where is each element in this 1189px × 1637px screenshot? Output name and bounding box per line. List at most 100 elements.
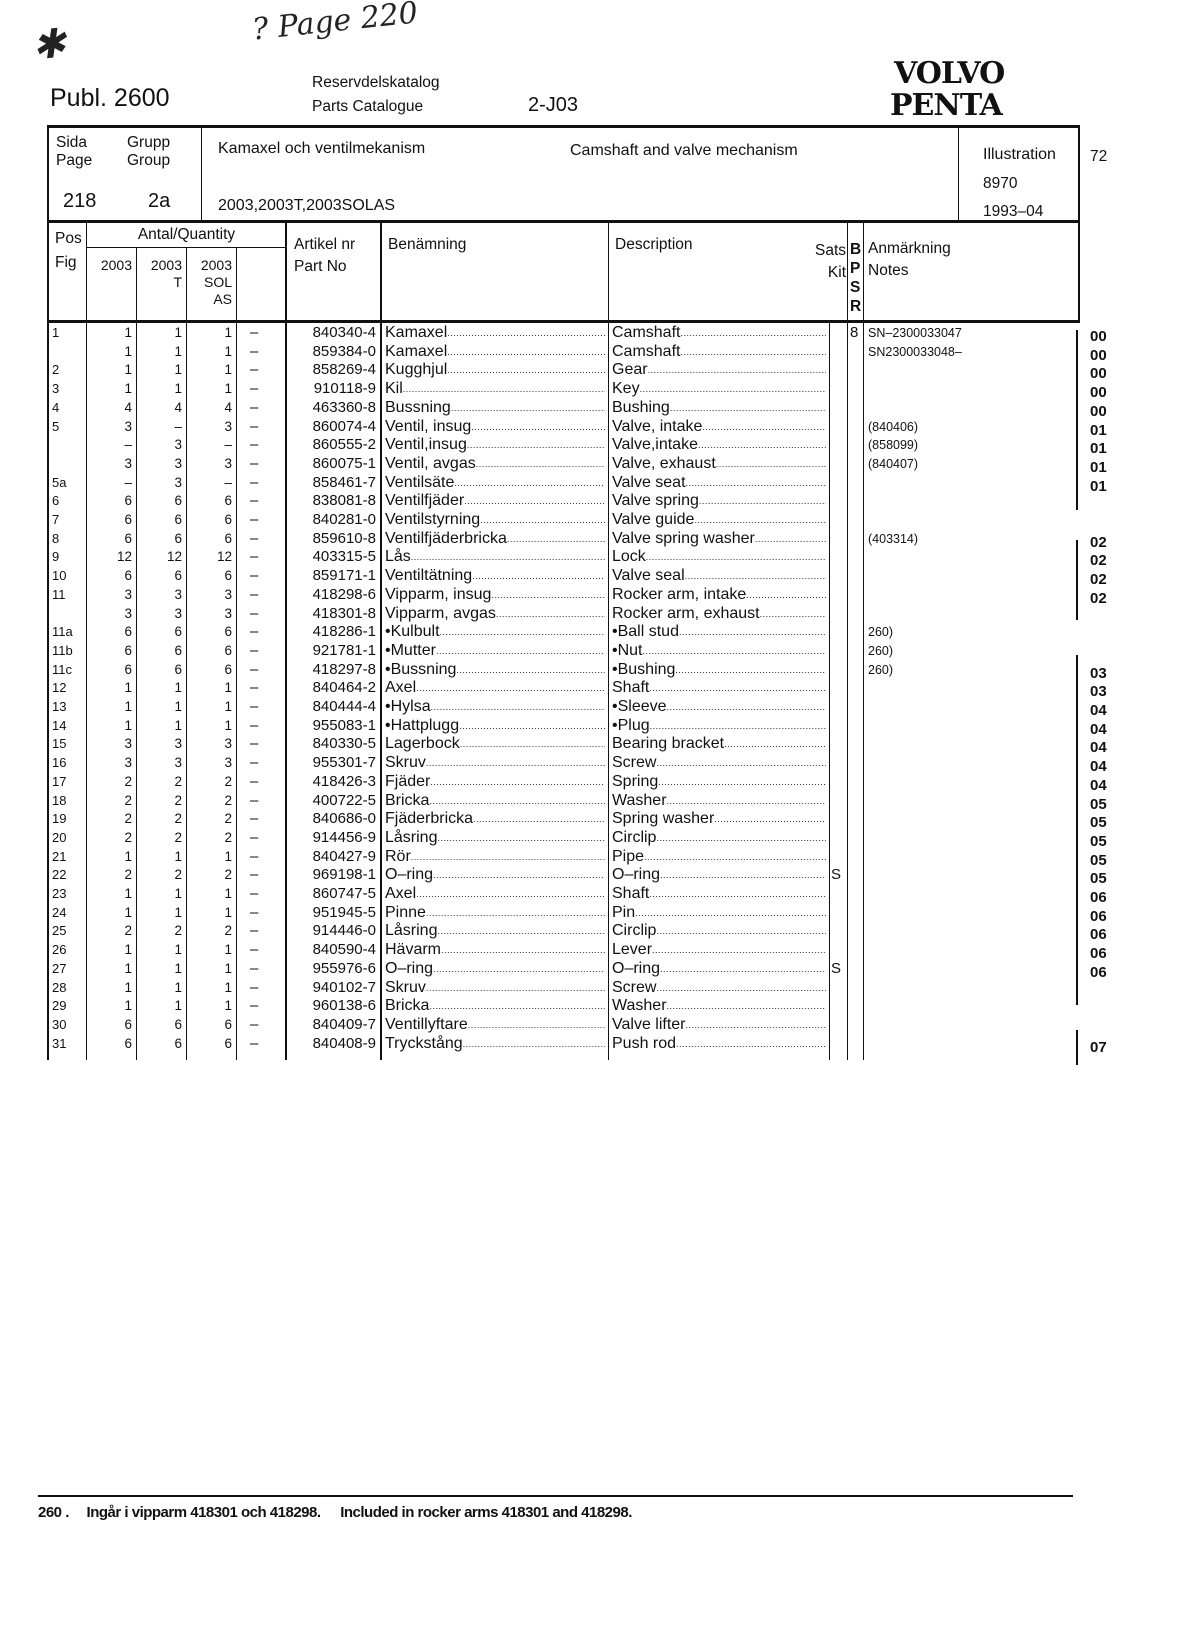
dot-leader bbox=[491, 586, 605, 605]
qty-2003t-cell: 6 bbox=[174, 568, 182, 584]
dot-leader bbox=[468, 1016, 605, 1035]
description-cell: Rocker arm, exhaust bbox=[612, 605, 826, 624]
table-row: 23 1 1 1 – 860747-5 Axel Shaft bbox=[0, 885, 1189, 904]
qty-2003-cell: 3 bbox=[124, 755, 132, 771]
description-cell: Push rod bbox=[612, 1035, 826, 1054]
dot-leader bbox=[656, 829, 826, 848]
part-number-cell: 860747-5 bbox=[312, 885, 376, 902]
qty-2003t-cell: 1 bbox=[174, 343, 182, 359]
notes-cell: 260) bbox=[868, 662, 894, 677]
qty-2003solas-cell: 2 bbox=[224, 792, 232, 808]
qty-2003-cell: 6 bbox=[124, 1035, 132, 1051]
name-sv-cell: Pinne bbox=[385, 904, 605, 923]
pos-cell: 5 bbox=[52, 418, 60, 434]
bpsr-p: P bbox=[850, 260, 861, 277]
qty-2003-cell: 1 bbox=[124, 998, 132, 1014]
description-cell: Shaft bbox=[612, 885, 826, 904]
sida-label: Sida bbox=[56, 134, 88, 151]
logo-line-volvo: VOLVO bbox=[894, 56, 1005, 91]
qty-2003solas-cell: 1 bbox=[224, 325, 232, 340]
qty-2003-cell: 1 bbox=[124, 699, 132, 714]
dot-leader bbox=[652, 941, 826, 960]
qty-2003solas-cell: 1 bbox=[224, 998, 232, 1014]
dot-leader bbox=[667, 997, 826, 1016]
qty-2003t-cell: 6 bbox=[174, 642, 182, 658]
cell-text: Kamaxel bbox=[385, 324, 448, 341]
margin-code: 04 bbox=[1090, 720, 1107, 738]
dot-leader bbox=[667, 698, 826, 717]
section-title-sv: Kamaxel och ventilmekanism bbox=[218, 140, 426, 157]
qty-2003-cell: 6 bbox=[124, 642, 132, 658]
qty-2003-cell: 1 bbox=[124, 680, 132, 696]
qty-col-2003t-line2: T bbox=[173, 274, 182, 290]
dot-leader bbox=[451, 399, 605, 418]
benamning-label: Benämning bbox=[388, 236, 467, 253]
margin-code: 01 bbox=[1090, 421, 1107, 439]
cell-text: Ventil, avgas bbox=[385, 454, 476, 472]
qty-2003solas-cell: 1 bbox=[224, 680, 232, 696]
dot-leader bbox=[436, 642, 605, 661]
qty-col-2003t: 2003 T bbox=[136, 257, 182, 291]
pos-cell: 26 bbox=[52, 942, 67, 958]
table-row: 6 6 6 6 – 838081-8 Ventilfjäder Valve spring bbox=[0, 492, 1189, 511]
cell-text: Circlip bbox=[612, 828, 657, 846]
table-row: 4 4 4 4 – 463360-8 Bussning Bushing bbox=[0, 399, 1189, 418]
qty-extra-cell: – bbox=[250, 903, 259, 921]
qty-2003solas-cell: 1 bbox=[224, 886, 232, 901]
pos-cell: 11c bbox=[52, 661, 72, 677]
dot-leader bbox=[480, 511, 605, 530]
description-cell: Valve spring washer bbox=[612, 530, 826, 549]
cell-text: Valve spring washer bbox=[612, 529, 755, 547]
description-cell: Washer bbox=[612, 997, 826, 1016]
cell-text: Bearing bracket bbox=[612, 735, 725, 753]
dot-leader bbox=[460, 735, 605, 754]
qty-extra-cell: – bbox=[250, 847, 259, 865]
grupp-group-label: Grupp Group bbox=[127, 134, 170, 170]
cell-text: Gear bbox=[612, 361, 648, 379]
cell-text: •Mutter bbox=[385, 641, 436, 659]
description-cell: •Plug bbox=[612, 717, 826, 736]
description-cell: Spring washer bbox=[612, 810, 826, 829]
qty-extra-cell: – bbox=[250, 922, 259, 940]
qty-2003solas-cell: 1 bbox=[224, 362, 232, 378]
qty-2003solas-cell: 1 bbox=[224, 942, 232, 958]
cell-text: Pin bbox=[612, 903, 636, 921]
pos-cell: 11a bbox=[52, 624, 73, 640]
sida-page-label: Sida Page bbox=[56, 134, 92, 170]
table-row: 11c 6 6 6 – 418297-8 •Bussning •Bushing 260) bbox=[0, 661, 1189, 680]
dot-leader bbox=[760, 605, 826, 624]
dot-leader bbox=[447, 343, 605, 362]
table-row: 28 1 1 1 – 940102-7 Skruv Screw bbox=[0, 979, 1189, 998]
dot-leader bbox=[714, 810, 826, 829]
qty-2003-cell: – bbox=[124, 474, 132, 490]
qty-2003solas-cell: – bbox=[224, 437, 232, 453]
qty-2003t-cell: 4 bbox=[174, 399, 182, 415]
dot-leader bbox=[643, 642, 827, 661]
notes-cell: SN–2300033047 bbox=[868, 326, 962, 340]
margin-code: 00 bbox=[1090, 328, 1107, 345]
quantity-label: Antal/Quantity bbox=[137, 226, 236, 243]
description-cell: Valve guide bbox=[612, 511, 826, 530]
margin-code: 01 bbox=[1090, 477, 1107, 495]
part-number-cell: 940102-7 bbox=[312, 978, 376, 996]
cell-text: Spring bbox=[612, 772, 659, 790]
page-number: 218 bbox=[63, 190, 97, 212]
margin-code: 01 bbox=[1090, 440, 1107, 458]
cell-text: Lever bbox=[612, 941, 653, 959]
qty-2003t-cell: 2 bbox=[174, 792, 182, 808]
dot-leader bbox=[426, 904, 605, 923]
dot-leader bbox=[464, 492, 605, 511]
description-cell: Key bbox=[612, 380, 826, 399]
cell-text: Spring washer bbox=[612, 810, 715, 828]
pos-cell: 15 bbox=[52, 736, 67, 752]
pos-cell: 6 bbox=[52, 493, 60, 509]
cell-text: Bricka bbox=[385, 791, 430, 809]
logo-line-penta: PENTA bbox=[890, 88, 1003, 123]
cell-text: O–ring bbox=[612, 959, 661, 977]
qty-2003solas-cell: 1 bbox=[224, 381, 232, 397]
dot-leader bbox=[472, 567, 605, 586]
cell-text: Kil bbox=[385, 380, 403, 398]
margin-code: 01 bbox=[1090, 458, 1107, 476]
qty-2003t-cell: 6 bbox=[174, 512, 182, 527]
qty-2003t-cell: 3 bbox=[174, 474, 182, 490]
